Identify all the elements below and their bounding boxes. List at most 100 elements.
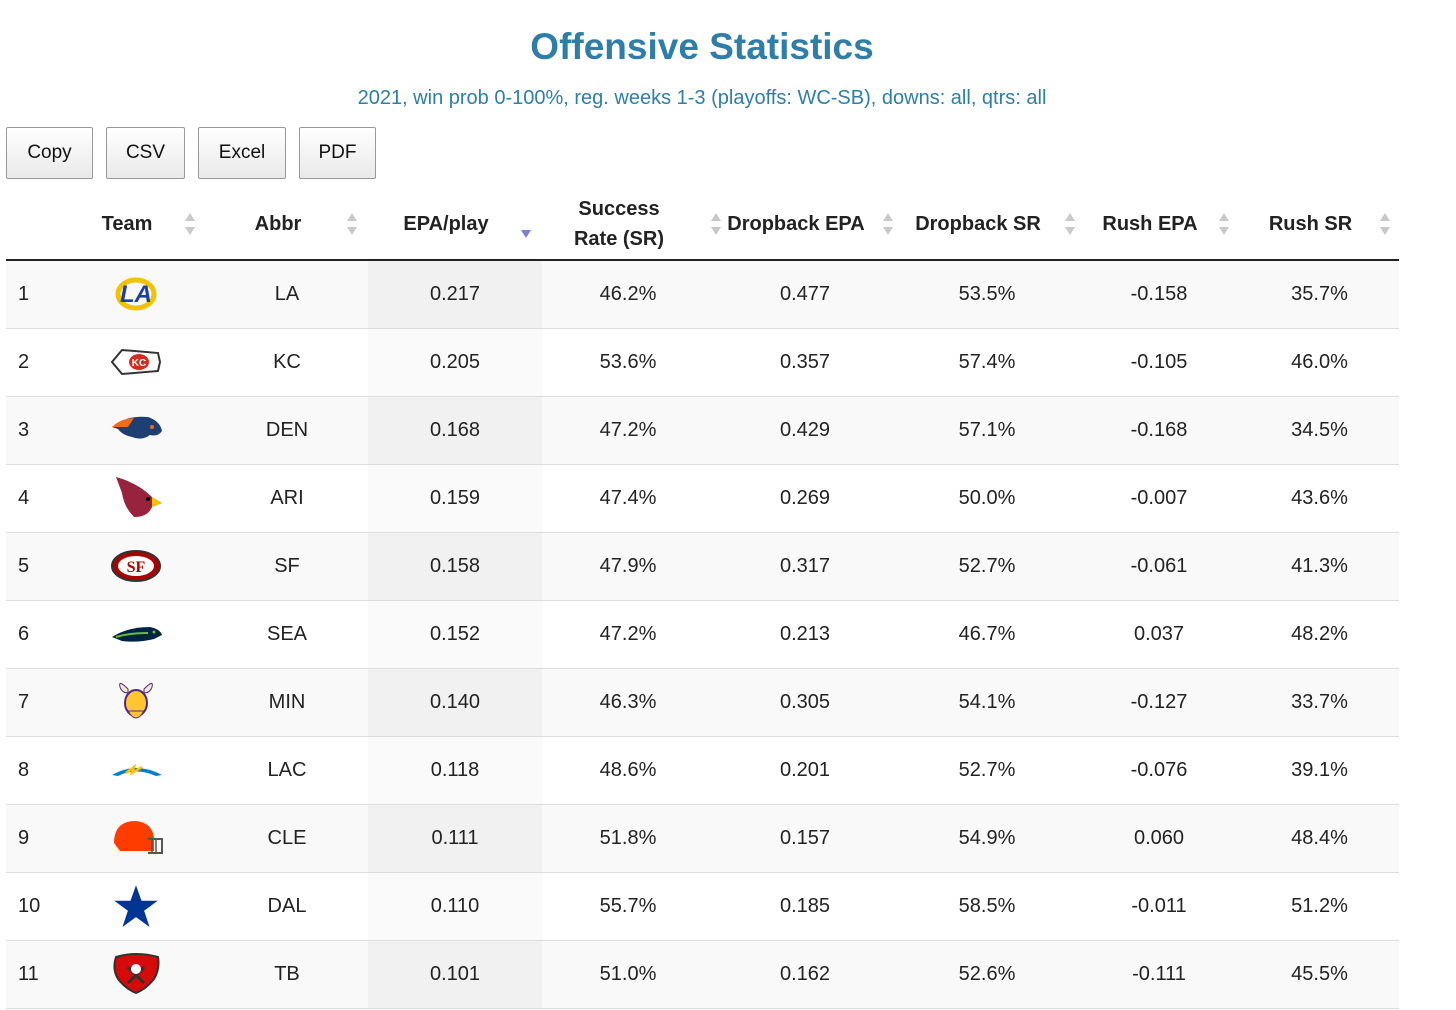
rush-epa-cell: -0.105	[1078, 328, 1240, 397]
svg-text:LA: LA	[120, 281, 152, 308]
col-header-team-label: Team	[101, 212, 153, 235]
table-row-kc: 2 KC KC 0.205 53.6% 0.357 57.4% -0.105 4…	[6, 328, 1399, 397]
abbr-cell: TB	[206, 940, 368, 1009]
rams-logo-icon: LA	[115, 277, 157, 311]
team-logo-cell	[66, 804, 206, 873]
dropback-epa-cell: 0.477	[714, 260, 896, 329]
dropback-epa-cell: 0.201	[714, 736, 896, 805]
svg-text:SF: SF	[127, 559, 146, 576]
cardinals-logo-icon	[116, 477, 162, 517]
rank-cell: 3	[6, 396, 66, 465]
pdf-button[interactable]: PDF	[299, 127, 376, 179]
epa-play-cell: 0.101	[368, 940, 542, 1009]
success-rate-cell: 47.2%	[542, 600, 714, 669]
rank-cell: 9	[6, 804, 66, 873]
table-row-dal: 10 DAL 0.110 55.7% 0.185 58.5% -0.011 51…	[6, 872, 1399, 941]
col-header-dropback-epa[interactable]: Dropback EPA	[714, 188, 896, 261]
epa-play-cell: 0.118	[368, 736, 542, 805]
col-header-epa-label: EPA/play	[403, 212, 489, 235]
rush-sr-cell: 43.6%	[1240, 464, 1399, 533]
success-rate-cell: 47.4%	[542, 464, 714, 533]
rush-sr-cell: 45.5%	[1240, 940, 1399, 1009]
table-row-tb: 11 TB 0.101 51.0% 0.162 52.6% -0.111 45.…	[6, 940, 1399, 1009]
rush-sr-cell: 51.2%	[1240, 872, 1399, 941]
epa-play-cell: 0.217	[368, 260, 542, 329]
excel-button[interactable]: Excel	[198, 127, 286, 179]
49ers-logo-icon: SF	[111, 550, 161, 582]
table-row-min: 7 MIN 0.140 46.3% 0.305 54.1% -0.127 33.…	[6, 668, 1399, 737]
abbr-cell: CLE	[206, 804, 368, 873]
sort-both-icon	[185, 212, 195, 235]
rush-sr-cell: 39.1%	[1240, 736, 1399, 805]
success-rate-cell: 53.6%	[542, 328, 714, 397]
col-header-rush-sr[interactable]: Rush SR	[1240, 188, 1399, 261]
abbr-cell: KC	[206, 328, 368, 397]
abbr-cell: MIN	[206, 668, 368, 737]
col-header-epa-play[interactable]: EPA/play	[368, 188, 542, 261]
epa-play-cell: 0.152	[368, 600, 542, 669]
col-header-dropback-sr[interactable]: Dropback SR	[896, 188, 1078, 261]
col-header-rush-epa[interactable]: Rush EPA	[1078, 188, 1240, 261]
table-row-cle: 9 CLE 0.111 51.8% 0.157 54.9% 0.060 48.4…	[6, 804, 1399, 873]
csv-button[interactable]: CSV	[106, 127, 185, 179]
col-header-success-rate[interactable]: Success Rate (SR)	[542, 188, 721, 261]
rush-epa-cell: -0.076	[1078, 736, 1240, 805]
rush-sr-cell: 46.0%	[1240, 328, 1399, 397]
rank-cell: 6	[6, 600, 66, 669]
col-header-rushsr-label: Rush SR	[1268, 212, 1353, 235]
dropback-epa-cell: 0.185	[714, 872, 896, 941]
dropback-sr-cell: 54.9%	[896, 804, 1078, 873]
chiefs-logo-icon: KC	[110, 348, 162, 376]
dropback-epa-cell: 0.269	[714, 464, 896, 533]
table-row-sea: 6 SEA 0.152 47.2% 0.213 46.7% 0.037 48.2…	[6, 600, 1399, 669]
rush-epa-cell: -0.011	[1078, 872, 1240, 941]
svg-text:KC: KC	[132, 358, 146, 369]
epa-play-cell: 0.159	[368, 464, 542, 533]
broncos-logo-icon	[112, 416, 162, 439]
team-logo-cell: SF	[66, 532, 206, 601]
dropback-sr-cell: 52.7%	[896, 736, 1078, 805]
epa-play-cell: 0.140	[368, 668, 542, 737]
table-row-den: 3 DEN 0.168 47.2% 0.429 57.1% -0.168 34.…	[6, 396, 1399, 465]
epa-play-cell: 0.205	[368, 328, 542, 397]
abbr-cell: SF	[206, 532, 368, 601]
col-header-abbr[interactable]: Abbr	[206, 188, 368, 261]
col-header-sr-label-line2: Rate (SR)	[573, 227, 664, 250]
col-header-sr-label-line1: Success	[578, 197, 660, 220]
team-logo-cell	[66, 872, 206, 941]
browns-logo-icon	[114, 821, 163, 854]
team-logo-cell: LA	[66, 260, 206, 329]
col-header-rushepa-label: Rush EPA	[1102, 212, 1198, 235]
success-rate-cell: 55.7%	[542, 872, 714, 941]
sort-both-icon	[883, 212, 893, 235]
dropback-sr-cell: 57.4%	[896, 328, 1078, 397]
col-header-team[interactable]: Team	[66, 188, 206, 261]
rank-cell: 5	[6, 532, 66, 601]
team-logo-cell	[66, 600, 206, 669]
rush-epa-cell: -0.007	[1078, 464, 1240, 533]
col-header-dbsr-label: Dropback SR	[915, 212, 1041, 235]
rank-cell: 8	[6, 736, 66, 805]
sort-both-icon	[1380, 212, 1390, 235]
rush-sr-cell: 35.7%	[1240, 260, 1399, 329]
col-header-abbr-label: Abbr	[254, 212, 302, 235]
dropback-sr-cell: 50.0%	[896, 464, 1078, 533]
seahawks-logo-icon	[112, 627, 162, 642]
col-header-rank	[6, 188, 66, 261]
rank-cell: 1	[6, 260, 66, 329]
success-rate-cell: 46.3%	[542, 668, 714, 737]
success-rate-cell: 48.6%	[542, 736, 714, 805]
stats-table: Team Abbr EPA/play Success Rate (SR) Drop…	[6, 188, 1399, 1009]
dropback-sr-cell: 52.7%	[896, 532, 1078, 601]
rank-cell: 7	[6, 668, 66, 737]
col-header-dbepa-label: Dropback EPA	[727, 212, 865, 235]
copy-button[interactable]: Copy	[6, 127, 93, 179]
epa-play-cell: 0.110	[368, 872, 542, 941]
dropback-sr-cell: 53.5%	[896, 260, 1078, 329]
rank-cell: 10	[6, 872, 66, 941]
success-rate-cell: 47.9%	[542, 532, 714, 601]
dropback-sr-cell: 58.5%	[896, 872, 1078, 941]
success-rate-cell: 51.0%	[542, 940, 714, 1009]
team-logo-cell	[66, 940, 206, 1009]
epa-play-cell: 0.168	[368, 396, 542, 465]
